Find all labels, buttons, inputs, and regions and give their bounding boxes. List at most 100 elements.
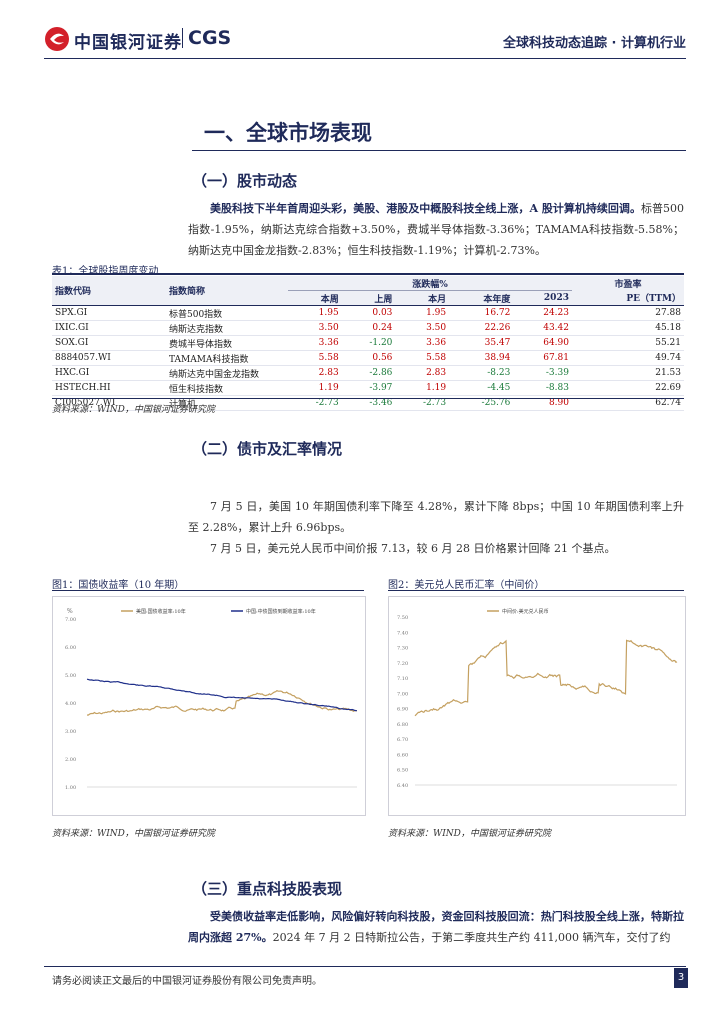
cell-pe: 55.21 [655,338,681,348]
cell-code: 8884057.WI [55,353,111,363]
cell-change: -3.46 [369,398,393,408]
cell-change: 24.23 [543,308,569,318]
col-header-pe-group: 市盈率 [614,279,642,290]
figure2-caption: 图2：美元兑人民币汇率（中间价） [388,580,545,591]
y-tick-label: 7.30 [397,646,408,652]
cell-change: -8.23 [487,368,511,378]
cell-pe: 22.69 [655,383,681,393]
brand-separator [182,28,183,48]
cell-change: -1.20 [369,338,393,348]
table-row: IXIC.GI 纳斯达克指数 3.50 0.24 3.50 22.26 43.42 45.18 [52,321,684,336]
cell-pe: 45.18 [655,323,681,333]
cell-name: 标普500指数 [169,309,223,320]
cell-change: 38.94 [484,353,511,363]
cell-pe: 21.53 [655,368,681,378]
cell-code: IXIC.GI [55,323,89,333]
cell-code: HSTECH.HI [55,383,111,393]
y-tick-label: 4.00 [65,701,76,707]
y-tick-label: 7.10 [397,676,408,682]
cell-change: 1.19 [318,383,339,393]
table-source: 资料来源：WIND，中国银河证券研究院 [52,405,215,415]
figure2-rule [388,590,684,591]
brand-name-cn: 中国银河证券 [74,33,182,53]
cell-change: 1.95 [318,308,339,318]
y-unit-label: % [67,608,73,615]
cell-code: CI005027.WI [55,398,116,408]
subsection-title-techstocks: （三）重点科技股表现 [192,880,343,898]
y-tick-label: 6.40 [397,783,408,789]
cell-code: SPX.GI [55,308,88,318]
cell-change: 22.26 [484,323,511,333]
subsection-title-stock: （一）股市动态 [192,172,298,190]
cell-change: 0.24 [372,323,393,333]
cell-change: -3.39 [545,368,569,378]
cell-change: -8.83 [545,383,569,393]
cell-code: HXC.GI [55,368,90,378]
y-tick-label: 6.80 [397,722,408,728]
y-tick-label: 6.00 [65,645,76,651]
y-tick-label: 7.00 [397,691,408,697]
y-tick-label: 6.60 [397,752,408,758]
series-cn-yield [86,678,358,712]
cell-change: 8.90 [548,398,569,408]
table-row: HSTECH.HI 恒生科技指数 1.19 -3.97 1.19 -4.45 -8.83 22… [52,381,684,396]
figure2-source: 资料来源：WIND，中国银河证券研究院 [388,829,551,839]
col-header-change-group: 涨跌幅% [288,276,572,291]
table-bottom-rule [52,398,684,399]
table-row: HXC.GI 纳斯达克中国金龙指数 2.83 -2.86 2.83 -8.23 -3.39 2… [52,366,684,381]
techstocks-paragraph: 受美债收益率走低影响，风险偏好转向科技股，资金回科技股回流：热门科技股全线上涨，… [188,906,684,948]
col-header-code: 指数代码 [55,287,92,297]
cell-change: 3.50 [426,323,447,333]
y-tick-label: 7.40 [397,630,408,636]
series-us-yield [86,690,357,716]
y-tick-label: 6.50 [397,768,408,774]
y-tick-label: 7.20 [397,661,408,667]
cell-change: 1.19 [426,383,447,393]
cell-change: -2.73 [423,398,447,408]
col-header-ytd: 本年度 [483,294,511,305]
y-tick-label: 5.00 [65,673,76,679]
stock-lead: 美股科技下半年首周迎头彩，美股、港股及中概股科技全线上涨，A 股计算机持续回调。 [210,202,641,215]
cell-change: 0.03 [372,308,393,318]
cell-change: 3.50 [318,323,339,333]
cell-change: 16.72 [484,308,511,318]
cell-name: 纳斯达克指数 [169,324,224,335]
col-header-lastweek: 上周 [374,294,393,305]
figure1-chart: % 7.00 6.00 5.00 4.00 3.00 2.00 1.00 美国:国债收益率:10… [52,596,366,816]
cell-change: 43.42 [543,323,569,333]
cell-change: 3.36 [426,338,447,348]
index-table: 指数代码 指数简称 涨跌幅% 市盈率 本周 上周 本月 本年度 2023 PE（… [52,276,684,411]
logo-icon [45,27,69,51]
y-tick-label: 3.00 [65,729,76,735]
header-divider [44,58,686,59]
figure1-caption: 图1：国债收益率（10 年期） [52,580,185,591]
footer-divider [44,966,686,967]
section-title: 一、全球市场表现 [204,120,372,145]
cell-change: 1.95 [426,308,447,318]
y-tick-label: 6.70 [397,737,408,743]
cell-change: 2.83 [318,368,339,378]
cell-pe: 49.74 [655,353,681,363]
legend-cn: 中国:中债国债到期收益率:10年 [246,608,316,615]
cell-change: 67.81 [543,353,569,363]
page-number: 3 [674,968,688,988]
brand-name-en: CGS [188,27,232,49]
cell-change: 64.90 [543,338,569,348]
col-header-week: 本周 [320,294,339,305]
techstocks-body: 2024 年 7 月 2 日特斯拉公告，于第二季度共生产约 411,000 辆汽… [272,931,671,944]
cell-pe: 62.74 [655,398,681,408]
report-title: 全球科技动态追踪 · 计算机行业 [503,36,686,51]
cell-change: -25.76 [481,398,511,408]
cell-change: -3.97 [369,383,393,393]
cell-change: 2.83 [426,368,447,378]
table-row: 8884057.WI TAMAMA科技指数 5.58 0.56 5.58 38.94 67.… [52,351,684,366]
footer-disclaimer: 请务必阅读正文最后的中国银河证券股份有限公司免责声明。 [52,976,322,987]
legend-fx: 中间价:美元兑人民币 [502,608,549,615]
cell-change: 3.36 [318,338,339,348]
cell-change: -4.45 [487,383,511,393]
table-caption: 表1：全球股指周度变动 [52,266,159,277]
cell-change: 5.58 [426,353,447,363]
cell-change: 35.47 [484,338,511,348]
cell-name: 计算机 [169,399,197,410]
cell-name: 费城半导体指数 [169,339,233,350]
